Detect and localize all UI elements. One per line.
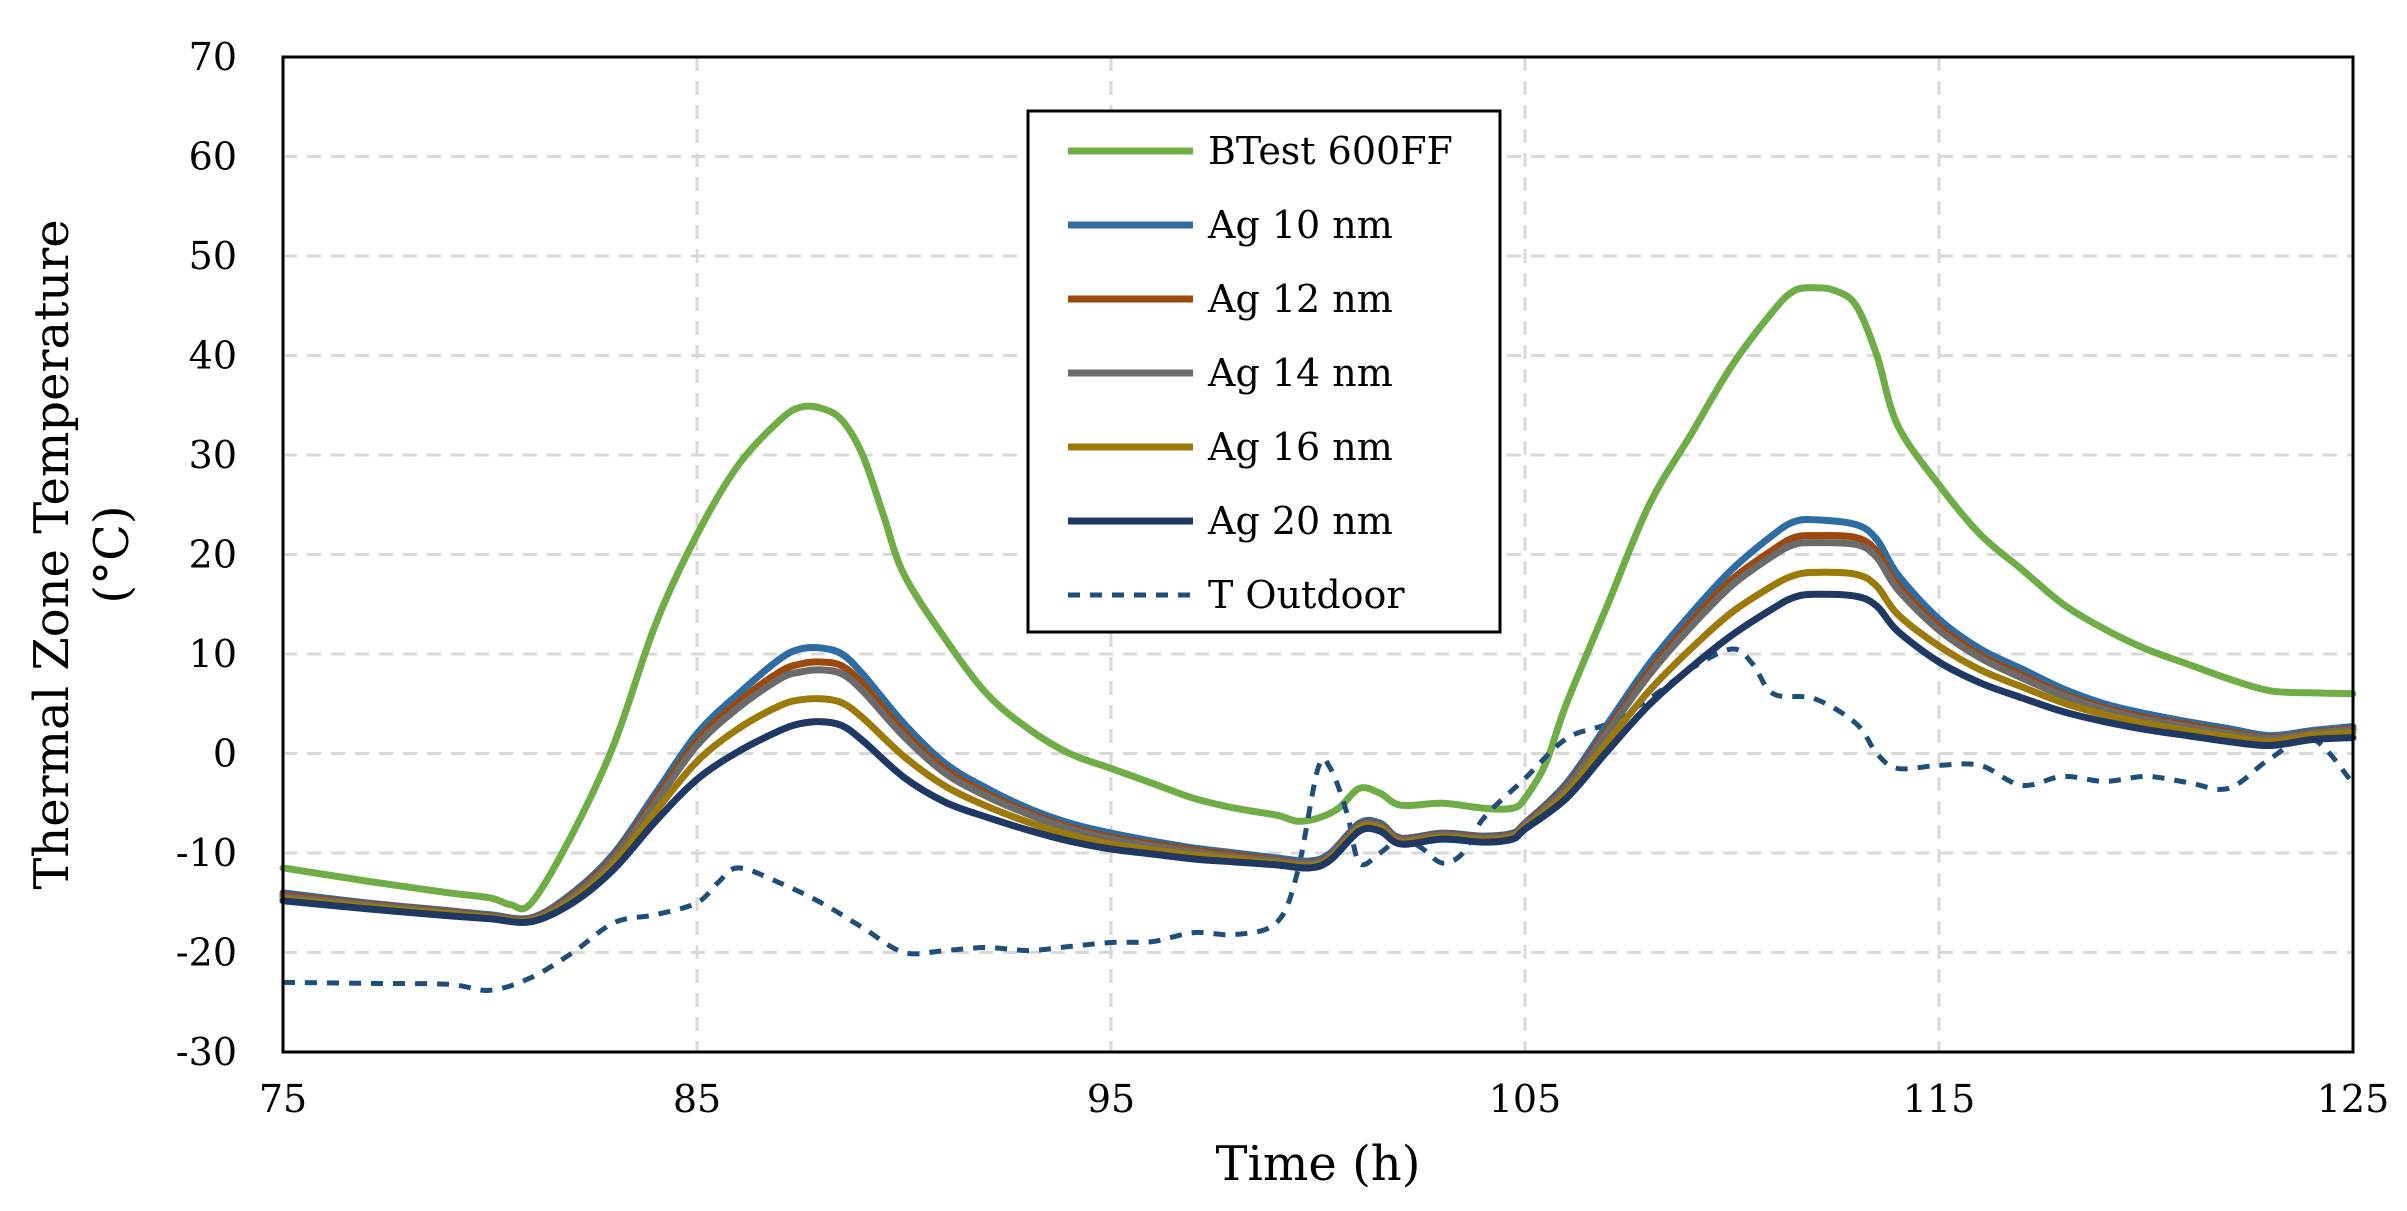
y-tick-label: 0 xyxy=(213,732,237,776)
x-tick-label: 115 xyxy=(1903,1077,1976,1121)
legend-label: Ag 14 nm xyxy=(1207,351,1393,395)
legend-label: Ag 12 nm xyxy=(1207,277,1393,321)
y-tick-label: 50 xyxy=(189,234,237,278)
x-tick-labels: 75 85 95 105 115 125 xyxy=(259,1077,2389,1121)
y-tick-labels: -30 -20 -10 0 10 20 30 40 50 60 70 xyxy=(176,35,237,1074)
series-group xyxy=(279,284,2357,993)
y-tick-label: -20 xyxy=(176,931,237,975)
y-tick-label: 40 xyxy=(189,334,237,378)
x-tick-label: 75 xyxy=(259,1077,307,1121)
legend: BTest 600FF Ag 10 nm Ag 12 nm Ag 14 nm Ag 16… xyxy=(1026,109,1502,634)
legend-label: Ag 16 nm xyxy=(1207,425,1393,469)
y-axis-title-line1: Thermal Zone Temperature xyxy=(24,219,80,889)
y-tick-label: -10 xyxy=(176,831,237,875)
y-axis-title-line2: (°C) xyxy=(84,505,140,603)
y-tick-label: 20 xyxy=(189,533,237,577)
legend-label: Ag 20 nm xyxy=(1207,499,1393,543)
x-tick-label: 85 xyxy=(673,1077,721,1121)
x-axis-title: Time (h) xyxy=(1216,1136,1421,1192)
series-line-btest-600ff xyxy=(279,284,2357,913)
legend-label: T Outdoor xyxy=(1208,573,1405,617)
x-tick-label: 125 xyxy=(2317,1077,2390,1121)
y-tick-label: -30 xyxy=(176,1030,237,1074)
y-tick-label: 30 xyxy=(189,433,237,477)
legend-label: BTest 600FF xyxy=(1208,129,1453,173)
x-tick-label: 105 xyxy=(1489,1077,1562,1121)
y-tick-label: 70 xyxy=(189,35,237,79)
x-tick-label: 95 xyxy=(1087,1077,1135,1121)
y-tick-label: 60 xyxy=(189,135,237,179)
series-line-ag-20-nm xyxy=(279,590,2357,926)
y-tick-label: 10 xyxy=(189,632,237,676)
series-line-t-outdoor xyxy=(282,646,2355,993)
plot-frame xyxy=(281,55,2355,1054)
legend-label: Ag 10 nm xyxy=(1207,203,1393,247)
